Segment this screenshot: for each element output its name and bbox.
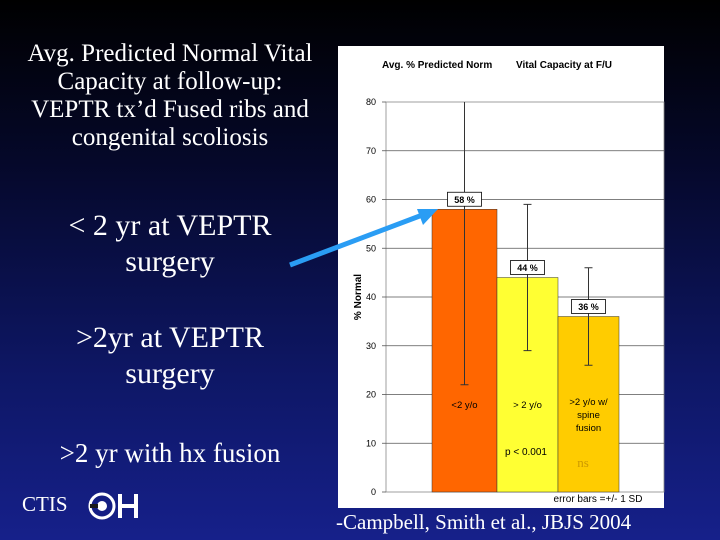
y-tick-label-0: 0 (371, 487, 376, 497)
value-label-box-3 (571, 299, 606, 314)
logo-text: CTIS (22, 492, 68, 516)
p-value-annotation: p < 0.001 (505, 447, 547, 458)
arrow-line (289, 211, 426, 268)
category-label-3: >2 y/o w/spine fusion (569, 397, 608, 434)
citation: -Campbell, Smith et al., JBJS 2004 (336, 510, 632, 534)
value-label-box-2 (510, 260, 545, 275)
hospital-logo-icon (88, 492, 138, 520)
group-label-over-2yr: >2yr at VEPTR surgery (75, 321, 265, 390)
value-label-3: 36 % (578, 302, 599, 312)
y-axis-label: % Normal (353, 274, 364, 320)
group-label-hx-fusion: >2 yr with hx fusion (59, 438, 281, 468)
y-tick-label-50: 50 (366, 243, 376, 253)
value-label-1: 58 % (454, 195, 475, 205)
ns-annotation: ns (577, 455, 589, 470)
y-tick-label-60: 60 (366, 195, 376, 205)
chart-title-left: Avg. % Predicted Norm (382, 60, 492, 71)
y-tick-label-70: 70 (366, 146, 376, 156)
error-bars-footnote: error bars =+/- 1 SD (554, 494, 643, 505)
arrow-head (417, 209, 438, 225)
value-label-box-1 (447, 191, 482, 207)
value-label-2: 44 % (517, 263, 538, 273)
category-label-2: > 2 y/o (513, 400, 542, 411)
category-label-1: <2 y/o (451, 400, 477, 411)
y-tick-label-80: 80 (366, 97, 376, 107)
y-tick-label-30: 30 (366, 341, 376, 351)
chart-title-right: Vital Capacity at F/U (516, 60, 612, 71)
y-tick-label-10: 10 (366, 438, 376, 448)
group-label-under-2yr: < 2 yr at VEPTR surgery (68, 209, 272, 278)
y-tick-label-20: 20 (366, 390, 376, 400)
y-tick-label-40: 40 (366, 292, 376, 302)
slide-title: Avg. Predicted Normal Vital Capacity at … (27, 40, 313, 151)
